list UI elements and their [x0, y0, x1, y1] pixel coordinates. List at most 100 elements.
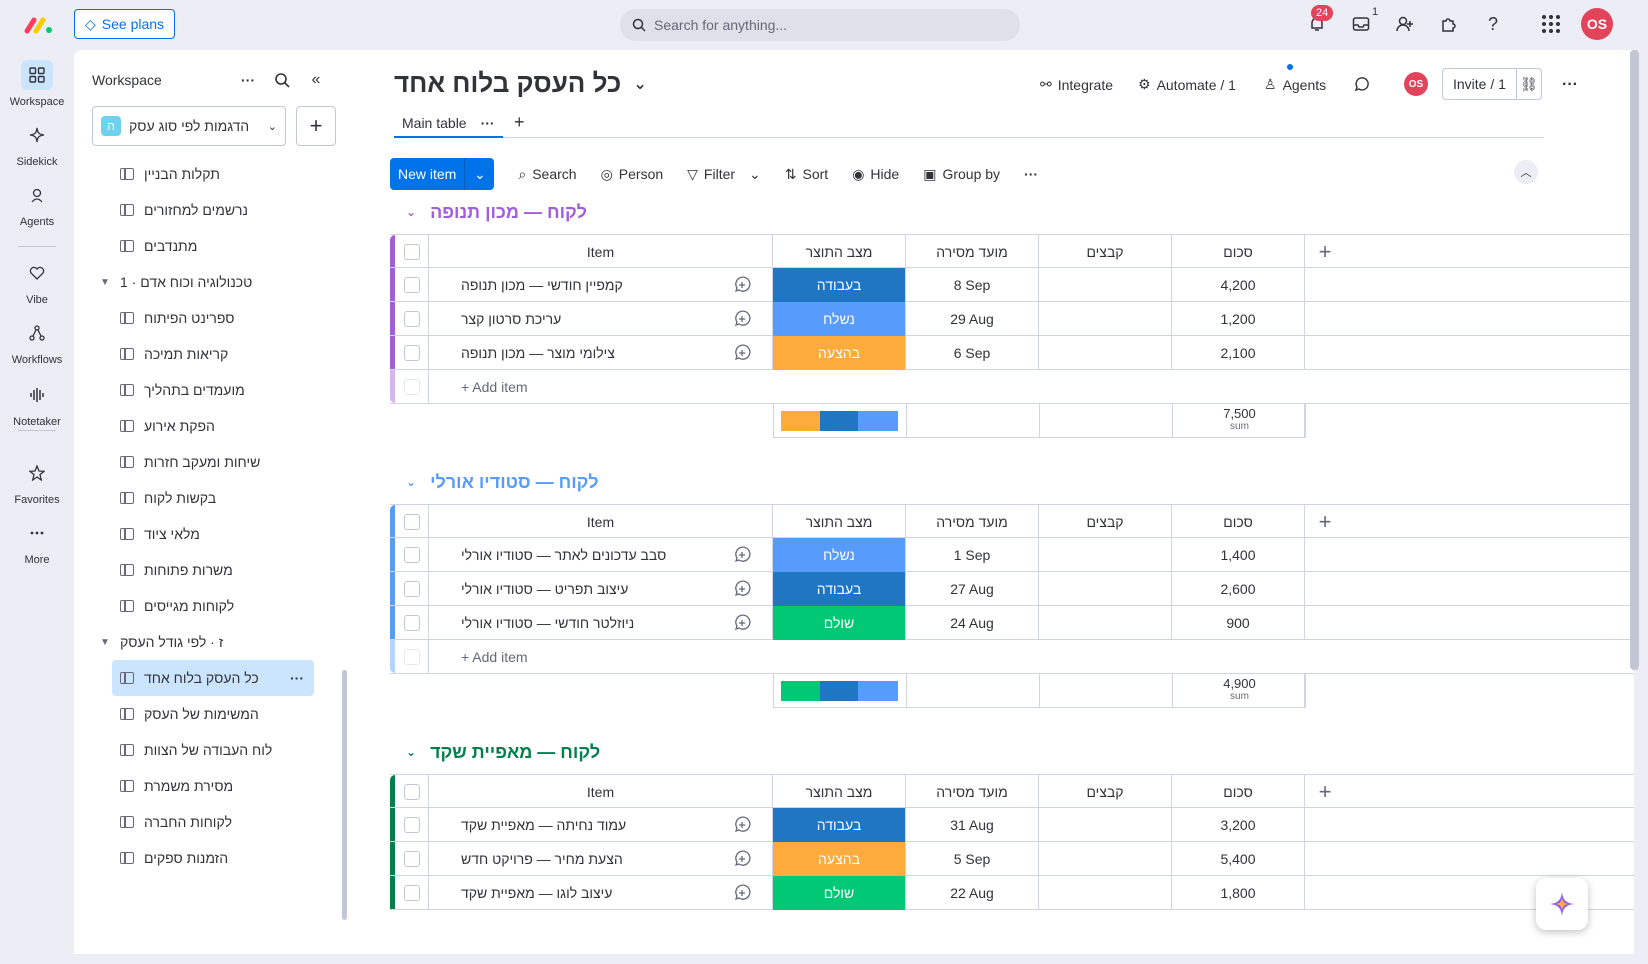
invite-button[interactable]: Invite / 1 ⛓ — [1442, 68, 1542, 100]
add-column-icon[interactable]: + — [1318, 509, 1332, 534]
column-header-sum[interactable]: סכום — [1172, 235, 1305, 269]
rail-item-more[interactable]: More — [0, 518, 74, 566]
checkbox[interactable] — [403, 581, 420, 597]
group-title[interactable]: ⌄ לקוח — מכון תנופה — [406, 200, 587, 224]
date-cell[interactable]: 1 Sep — [906, 538, 1039, 572]
chevron-down-icon[interactable]: ⌄ — [406, 475, 417, 489]
sum-cell[interactable]: 2,600 — [1172, 572, 1305, 606]
date-cell[interactable]: 8 Sep — [906, 268, 1039, 302]
add-column-icon[interactable]: + — [1318, 779, 1332, 804]
chevron-down-icon[interactable]: ▼ — [100, 276, 110, 288]
sum-cell[interactable]: 1,400 — [1172, 538, 1305, 572]
board-title[interactable]: כל העסק בלוח אחד ⌄ — [394, 68, 647, 98]
add-view-icon[interactable]: + — [514, 112, 525, 132]
checkbox[interactable] — [403, 345, 420, 361]
sum-cell[interactable]: 1,800 — [1172, 876, 1305, 910]
sum-cell[interactable]: 5,400 — [1172, 842, 1305, 876]
board-member-avatar[interactable]: OS — [1404, 72, 1428, 96]
files-cell[interactable] — [1039, 336, 1172, 370]
row-checkbox[interactable] — [395, 842, 429, 876]
app-grid-icon[interactable] — [1539, 12, 1563, 36]
files-cell[interactable] — [1039, 572, 1172, 606]
toolbar-more-icon[interactable]: ··· — [1024, 166, 1039, 182]
row-checkbox[interactable] — [395, 302, 429, 336]
sidebar-item[interactable]: הזמנות ספקים — [74, 840, 352, 876]
column-header-item[interactable]: Item — [429, 505, 773, 539]
status-cell[interactable]: שולם — [773, 606, 906, 640]
checkbox[interactable] — [403, 885, 420, 901]
column-header-files[interactable]: קבצים — [1039, 235, 1172, 269]
column-header-files[interactable]: קבצים — [1039, 775, 1172, 809]
date-cell[interactable]: 5 Sep — [906, 842, 1039, 876]
sidebar-item[interactable]: ספרינט הפיתוח — [74, 300, 352, 336]
files-cell[interactable] — [1039, 842, 1172, 876]
search-icon[interactable] — [270, 68, 294, 92]
add-update-icon[interactable] — [711, 606, 773, 640]
workspace-selector[interactable]: ה הדגמות לפי סוג עסק ⌄ — [92, 106, 286, 146]
sidebar-item[interactable]: מתנדבים — [74, 228, 352, 264]
column-header-status[interactable]: מצב התוצר — [773, 235, 906, 269]
date-cell[interactable]: 6 Sep — [906, 336, 1039, 370]
rail-item-sidekick[interactable]: Sidekick — [0, 120, 74, 168]
sidebar-item[interactable]: כל העסק בלוח אחד ··· — [112, 660, 314, 696]
sidebar-scrollbar[interactable] — [342, 670, 347, 920]
column-header-files[interactable]: קבצים — [1039, 505, 1172, 539]
rail-item-workspace[interactable]: Workspace — [0, 60, 74, 108]
column-header-sum[interactable]: סכום — [1172, 775, 1305, 809]
automate-button[interactable]: ⚙ Automate / 1 — [1138, 76, 1236, 93]
select-all-checkbox[interactable] — [395, 505, 429, 539]
item-name[interactable]: עיצוב תפריט — סטודיו אורלי — [461, 581, 629, 597]
files-cell[interactable] — [1039, 876, 1172, 910]
status-distribution-bar[interactable] — [781, 681, 898, 701]
column-header-date[interactable]: מועד מסירה — [906, 505, 1039, 539]
rail-item-favorites[interactable]: Favorites — [0, 458, 74, 506]
status-cell[interactable]: שולם — [773, 876, 906, 910]
date-cell[interactable]: 22 Aug — [906, 876, 1039, 910]
apps-puzzle-icon[interactable] — [1437, 12, 1461, 36]
row-checkbox[interactable] — [395, 336, 429, 370]
item-name[interactable]: עיצוב לוגו — מאפיית שקד — [461, 885, 613, 901]
sidebar-item[interactable]: נרשמים למחזורים — [74, 192, 352, 228]
files-cell[interactable] — [1039, 302, 1172, 336]
item-name[interactable]: עמוד נחיתה — מאפיית שקד — [461, 817, 627, 833]
select-all-checkbox[interactable] — [395, 235, 429, 269]
sidebar-item[interactable]: שיחות ומעקב חזרות — [74, 444, 352, 480]
checkbox[interactable] — [403, 615, 420, 631]
sidebar-folder[interactable]: ▼ 1 · טכנולוגיה וכוח אדם — [74, 264, 352, 300]
checkbox[interactable] — [403, 851, 420, 867]
sum-cell[interactable]: 900 — [1172, 606, 1305, 640]
see-plans-button[interactable]: ◇ See plans — [74, 9, 176, 39]
checkbox[interactable] — [403, 514, 420, 530]
item-name[interactable]: צילומי מוצר — מכון תנופה — [461, 345, 615, 361]
date-cell[interactable]: 27 Aug — [906, 572, 1039, 606]
sidebar-item[interactable]: לקוחות החברה — [74, 804, 352, 840]
row-checkbox[interactable] — [395, 808, 429, 842]
agents-button[interactable]: ♙ Agents — [1264, 76, 1327, 93]
item-name[interactable]: קמפיין חודשי — מכון תנופה — [461, 277, 623, 293]
more-options-icon[interactable]: ··· — [241, 72, 255, 88]
checkbox[interactable] — [403, 311, 420, 327]
column-header-status[interactable]: מצב התוצר — [773, 505, 906, 539]
main-scrollbar[interactable] — [1630, 50, 1639, 670]
invite-member-icon[interactable] — [1393, 12, 1417, 36]
monday-logo[interactable] — [24, 14, 54, 36]
status-cell[interactable]: נשלח — [773, 302, 906, 336]
sidebar-item[interactable]: מלאי ציוד — [74, 516, 352, 552]
sort-button[interactable]: ⇅ Sort — [784, 165, 829, 183]
sum-cell[interactable]: 2,100 — [1172, 336, 1305, 370]
add-update-icon[interactable] — [711, 268, 773, 302]
row-checkbox[interactable] — [395, 572, 429, 606]
row-checkbox[interactable] — [395, 268, 429, 302]
board-more-icon[interactable]: ··· — [1562, 76, 1578, 93]
row-checkbox[interactable] — [395, 538, 429, 572]
date-cell[interactable]: 31 Aug — [906, 808, 1039, 842]
status-distribution-bar[interactable] — [781, 411, 898, 431]
add-item-input[interactable]: + Add item — [461, 649, 528, 665]
chevron-down-icon[interactable]: ⌄ — [464, 158, 494, 190]
status-cell[interactable]: בעבודה — [773, 808, 906, 842]
person-filter-button[interactable]: ◎ Person — [600, 165, 664, 183]
add-column-icon[interactable]: + — [1318, 239, 1332, 264]
sidebar-item[interactable]: בקשות לקוח — [74, 480, 352, 516]
add-update-icon[interactable] — [711, 302, 773, 336]
item-name[interactable]: עריכת סרטון קצר — [461, 311, 562, 327]
